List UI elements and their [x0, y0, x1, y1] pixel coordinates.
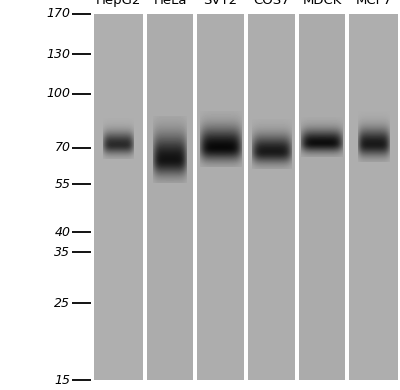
Text: 100: 100 [46, 87, 70, 100]
Bar [197, 14, 244, 380]
Text: 55: 55 [54, 177, 70, 191]
Text: MDCK: MDCK [302, 0, 342, 7]
Text: 70: 70 [54, 141, 70, 154]
Bar [94, 14, 143, 380]
Bar [248, 14, 295, 380]
Bar [147, 14, 193, 380]
Text: 40: 40 [54, 226, 70, 239]
Text: HepG2: HepG2 [96, 0, 141, 7]
Text: 25: 25 [54, 297, 70, 310]
Bar [345, 14, 349, 380]
Bar [94, 14, 398, 380]
Text: 35: 35 [54, 246, 70, 259]
Text: HeLa: HeLa [153, 0, 187, 7]
Text: SVT2: SVT2 [204, 0, 238, 7]
Bar [349, 14, 398, 380]
Bar [295, 14, 299, 380]
Bar [299, 14, 345, 380]
Text: MCF7: MCF7 [355, 0, 392, 7]
Text: 15: 15 [54, 374, 70, 387]
Text: COS7: COS7 [253, 0, 290, 7]
Text: 170: 170 [46, 7, 70, 20]
Bar [244, 14, 248, 380]
Text: 130: 130 [46, 48, 70, 61]
Bar [143, 14, 147, 380]
Bar [193, 14, 197, 380]
